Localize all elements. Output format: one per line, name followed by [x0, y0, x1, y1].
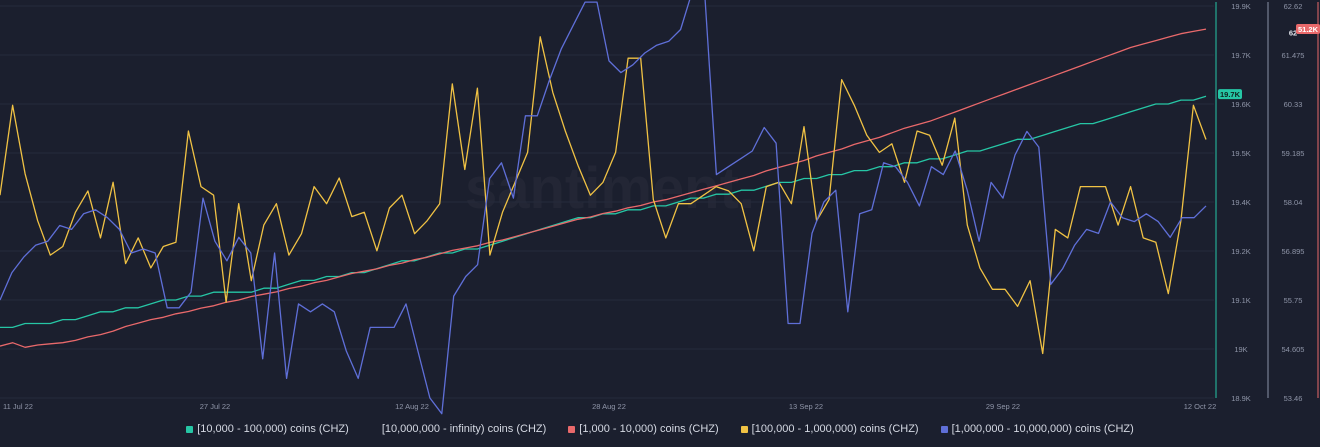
- axes-layer: 19.9K19.7K19.6K19.5K19.4K19.2K19.1K19K18…: [1215, 2, 1320, 403]
- x-tick-label: 28 Aug 22: [592, 402, 626, 411]
- axis-badge-teal: 19.7K: [1220, 90, 1241, 99]
- axis-badge-teal-bg: [1218, 89, 1242, 100]
- legend-swatch-yellow: [740, 425, 748, 433]
- axis-tick-label: 19.7K: [1231, 51, 1251, 60]
- x-tick-label: 13 Sep 22: [789, 402, 823, 411]
- axis-tick-label: 19.5K: [1231, 149, 1251, 158]
- legend-label: [10,000,000 - infinity) coins (CHZ): [381, 423, 547, 435]
- legend-item-10k-100k[interactable]: [10,000 - 100,000) coins (CHZ): [186, 423, 349, 435]
- axis-tick-label: 59.185: [1282, 149, 1305, 158]
- axis-tick-label: 19.9K: [1231, 2, 1251, 11]
- legend-label: [100,000 - 1,000,000) coins (CHZ): [751, 423, 919, 435]
- axis-tick-label: 19K: [1234, 345, 1247, 354]
- series-layer: [0, 0, 1207, 415]
- axis-tick-label: 19.4K: [1231, 198, 1251, 207]
- axis-badge-red: 51.2K: [1298, 25, 1319, 34]
- axis-tick-label: 54.605: [1282, 345, 1305, 354]
- x-tick-label: 12 Oct 22: [1184, 402, 1217, 411]
- legend-swatch-teal: [186, 425, 194, 433]
- axis-tick-label: 61.475: [1282, 51, 1305, 60]
- series-line-4: [0, 0, 1207, 415]
- x-axis: 11 Jul 22 27 Jul 22 12 Aug 22 28 Aug 22 13 S…: [3, 402, 1216, 411]
- axis-tick-label: 60.33: [1284, 100, 1303, 109]
- axis-tick-label: 53.46: [1284, 394, 1303, 403]
- axis-tick-label: 55.75: [1284, 296, 1303, 305]
- legend-item-1m-10m[interactable]: [1,000,000 - 10,000,000) coins (CHZ): [940, 423, 1134, 435]
- legend: [10,000 - 100,000) coins (CHZ) [10,000,0…: [0, 416, 1320, 442]
- x-tick-label: 11 Jul 22: [3, 402, 33, 411]
- series-line-3: [0, 36, 1207, 355]
- legend-label: [1,000 - 10,000) coins (CHZ): [579, 423, 719, 435]
- legend-item-10m-infinity[interactable]: [10,000,000 - infinity) coins (CHZ): [371, 423, 546, 435]
- axis-tick-label: 56.895: [1282, 247, 1305, 256]
- legend-swatch-red: [568, 425, 576, 433]
- axis-badge-red-bg: [1296, 24, 1320, 35]
- x-tick-label: 27 Jul 22: [200, 402, 230, 411]
- legend-item-100k-1m[interactable]: [100,000 - 1,000,000) coins (CHZ): [740, 423, 919, 435]
- axis-tick-label: 19.2K: [1231, 247, 1251, 256]
- grid: [0, 5, 1214, 399]
- legend-label: [10,000 - 100,000) coins (CHZ): [197, 423, 349, 435]
- axis-tick-label: 19.6K: [1231, 100, 1251, 109]
- legend-swatch-blue: [940, 425, 948, 433]
- legend-label: [1,000,000 - 10,000,000) coins (CHZ): [951, 423, 1134, 435]
- legend-swatch-hidden: [371, 426, 378, 433]
- x-tick-label: 29 Sep 22: [986, 402, 1020, 411]
- legend-item-1k-10k[interactable]: [1,000 - 10,000) coins (CHZ): [568, 423, 719, 435]
- axis-tick-label: 58.04: [1284, 198, 1303, 207]
- axis-tick-label: 19.1K: [1231, 296, 1251, 305]
- axis-badge-grey: 62: [1289, 29, 1297, 38]
- axis-tick-label: 18.9K: [1231, 394, 1251, 403]
- axis-tick-label: 62.62: [1284, 2, 1303, 11]
- series-line-2: [0, 28, 1207, 348]
- x-tick-label: 12 Aug 22: [395, 402, 429, 411]
